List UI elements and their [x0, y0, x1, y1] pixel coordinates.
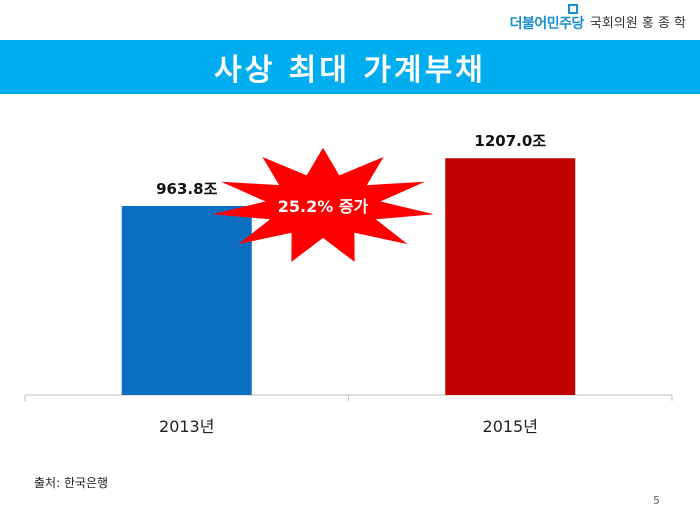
party-name: 더불어민주당: [509, 16, 585, 32]
category-label-2: 2015년: [483, 417, 538, 436]
bar-2: [445, 158, 576, 395]
header-logo: 더불어민주당 국회의원 홍 종 학: [509, 4, 686, 34]
category-label-1: 2013년: [159, 417, 214, 436]
party-logo-icon: [567, 4, 578, 14]
increase-annotation: 25.2% 증가: [278, 197, 369, 216]
source-note: 출처: 한국은행: [34, 476, 109, 490]
page-number: 5: [653, 494, 660, 507]
title-banner: 사상 최대 가계부채: [0, 40, 700, 94]
data-label-2: 1207.0조: [474, 132, 546, 150]
member-name: 국회의원 홍 종 학: [589, 16, 686, 31]
slide-title: 사상 최대 가계부채: [214, 53, 486, 88]
data-label-1: 963.8조: [156, 180, 217, 198]
bar-1: [121, 205, 252, 395]
starburst-shape: [212, 147, 434, 262]
